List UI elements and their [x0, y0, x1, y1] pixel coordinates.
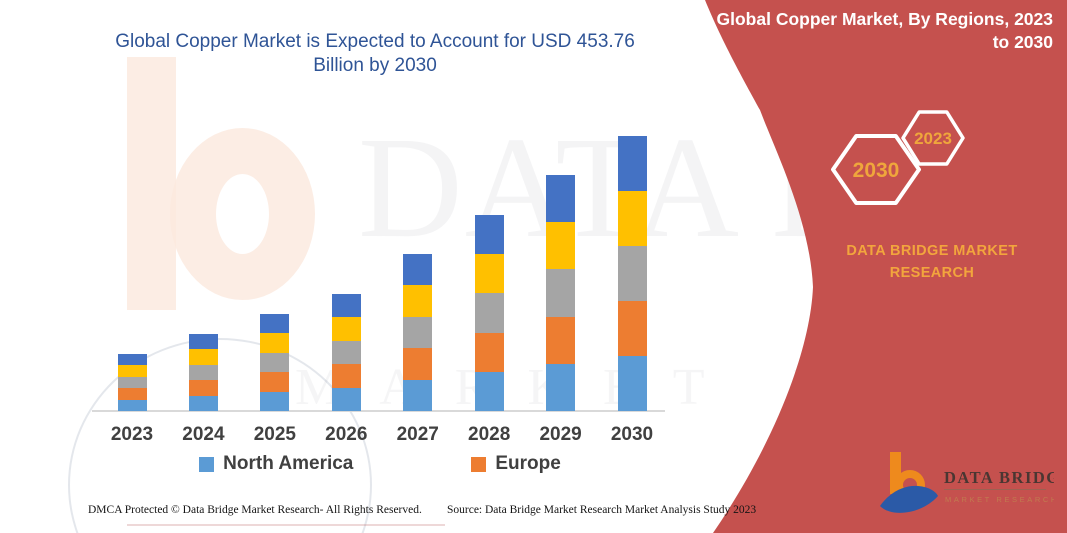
bar-segment	[260, 333, 290, 353]
bar-segment	[331, 317, 361, 341]
x-axis-label-2023: 2023	[110, 424, 154, 445]
bar-segment	[260, 314, 290, 334]
bar-segment	[546, 222, 576, 270]
bar-segment	[403, 348, 433, 380]
bar-segment	[260, 352, 290, 373]
footer-divider-line	[127, 524, 445, 526]
bar-segment	[474, 293, 504, 333]
bar-segment	[331, 364, 361, 388]
hexagon-2030-label: 2030	[853, 159, 900, 182]
bar-segment	[331, 387, 361, 411]
bar-segment	[188, 364, 218, 381]
logo-wordmark: DATA BRIDGE	[944, 468, 1054, 487]
legend-label: North America	[223, 453, 354, 474]
chart-title-line1: Global Copper Market is Expected to Acco…	[115, 31, 635, 52]
hexagon-2023-outline	[901, 110, 965, 166]
bar-segment	[117, 376, 147, 389]
panel-heading: Global Copper Market, By Regions, 2023 t…	[703, 8, 1053, 54]
x-axis-label-2025: 2025	[253, 424, 296, 445]
bar-2025	[260, 314, 290, 411]
bar-segment	[474, 214, 504, 255]
bar-segment	[403, 285, 433, 317]
bar-segment	[117, 388, 147, 400]
chart-legend: North America Europe	[95, 453, 665, 475]
bar-segment	[403, 316, 433, 349]
hexagon-2030-outline	[831, 134, 921, 205]
bar-segment	[403, 254, 433, 286]
x-axis-label-2024: 2024	[182, 424, 225, 445]
logo-subtitle: MARKET RESEARCH	[945, 495, 1054, 504]
chart-title: Global Copper Market is Expected to Acco…	[95, 30, 655, 79]
panel-brand-text: DATA BRIDGE MARKET RESEARCH	[818, 241, 1046, 285]
bar-segment	[188, 349, 218, 365]
x-axis-label-2028: 2028	[468, 424, 511, 445]
bar-2030	[617, 135, 647, 411]
legend-item: North America	[199, 453, 353, 475]
bar-segment	[546, 269, 576, 317]
bar-segment	[617, 300, 647, 356]
bar-segment	[188, 334, 218, 350]
legend-item: Europe	[471, 453, 561, 475]
bar-2028	[474, 214, 504, 411]
bar-segment	[188, 395, 218, 411]
hexagon-2023-label: 2023	[914, 129, 952, 148]
x-axis-line	[92, 410, 665, 412]
side-panel-background	[705, 0, 1067, 533]
legend-swatch-icon	[199, 456, 215, 472]
logo-divider	[944, 489, 1046, 490]
bar-segment	[546, 174, 576, 223]
legend-swatch-icon	[471, 456, 487, 472]
x-axis-label-2026: 2026	[325, 424, 368, 445]
bar-segment	[117, 399, 147, 411]
databridge-logo: DATA BRIDGE MARKET RESEARCH	[880, 452, 1054, 513]
panel-brand-line2: RESEARCH	[889, 264, 975, 281]
panel-heading-line1: Global Copper Market, By Regions, 2023	[716, 9, 1053, 29]
panel-heading-line2: to 2030	[992, 32, 1053, 53]
x-axis-label-2029: 2029	[539, 424, 582, 445]
bar-segment	[403, 379, 433, 411]
bar-2023	[117, 354, 147, 411]
bar-segment	[331, 340, 361, 365]
bar-segment	[546, 363, 576, 411]
bar-segment	[474, 371, 504, 411]
logo-swoosh	[880, 485, 938, 513]
bar-segment	[117, 365, 147, 377]
bar-segment	[117, 354, 147, 366]
watermark-logo-b-bowl	[170, 128, 315, 300]
x-axis-label-2027: 2027	[396, 424, 439, 445]
footer-source-text: Source: Data Bridge Market Research Mark…	[447, 504, 757, 516]
footer-dmca-text: DMCA Protected © Data Bridge Market Rese…	[88, 504, 422, 516]
panel-brand-line1: DATA BRIDGE MARKET	[846, 243, 1018, 259]
chart-title-line2: Billion by 2030	[313, 55, 437, 77]
bar-segment	[617, 245, 647, 301]
side-panel-shape	[705, 0, 1067, 533]
bar-2026	[331, 294, 361, 411]
legend-label: Europe	[495, 453, 561, 474]
bar-segment	[617, 135, 647, 191]
watermark-logo-b-stem	[127, 57, 176, 310]
logo-b-stem	[890, 452, 901, 494]
bar-2029	[546, 174, 576, 411]
bar-segment	[546, 316, 576, 364]
year-hexagons: 2030 2023	[831, 110, 965, 205]
x-axis-label-2030: 2030	[610, 424, 654, 445]
bar-segment	[617, 355, 647, 411]
bar-2024	[188, 334, 218, 411]
bar-2027	[403, 254, 433, 411]
bar-segment	[474, 254, 504, 294]
bar-segment	[331, 294, 361, 318]
bar-segment	[617, 190, 647, 246]
bar-segment	[260, 391, 290, 411]
bar-segment	[188, 380, 218, 396]
bar-segment	[260, 372, 290, 392]
bar-segment	[474, 332, 504, 372]
